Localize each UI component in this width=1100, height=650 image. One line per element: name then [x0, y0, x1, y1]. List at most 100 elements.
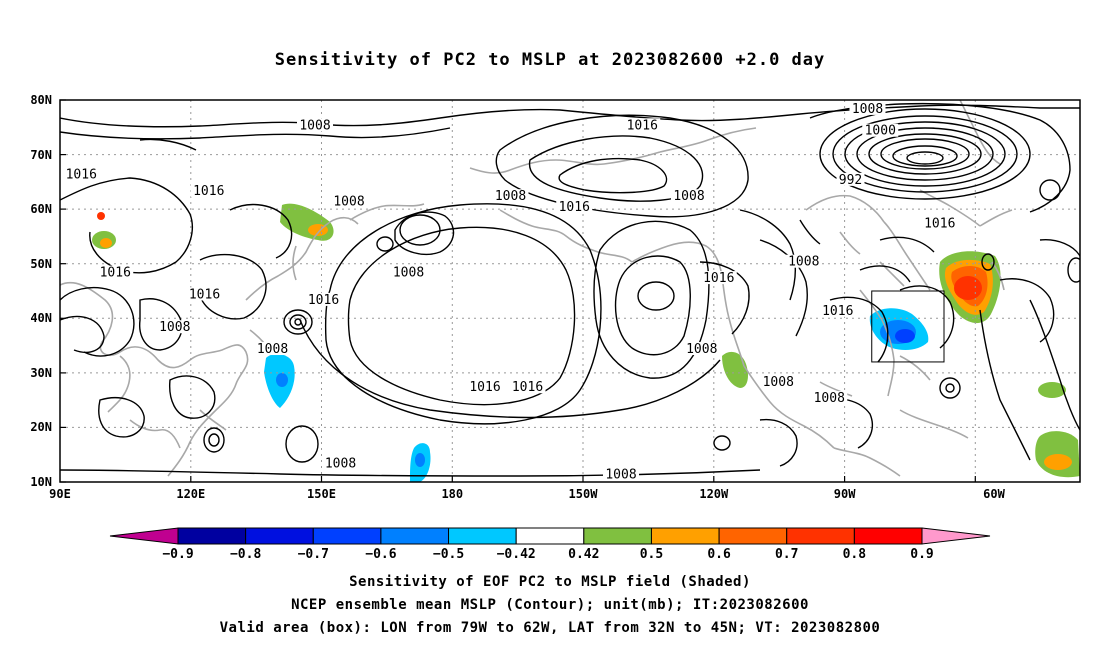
- colorbar-tick-label: −0.8: [230, 547, 261, 562]
- contour-label-bg: [811, 391, 848, 405]
- contour-label: 1016: [627, 118, 658, 133]
- contour-label-bg: [921, 216, 958, 230]
- colorbar-tick-label: 0.5: [640, 547, 663, 562]
- shaded-region-west-pacific-neg-core: [276, 373, 288, 387]
- contour-label: 1000: [865, 124, 896, 139]
- contour-label: 992: [839, 173, 862, 188]
- contour-label-bg: [156, 320, 193, 334]
- contour-label-bg: [254, 342, 291, 356]
- shaded-region-asia-west-core: [100, 238, 112, 248]
- contour-label: 1016: [559, 200, 590, 215]
- contour-label: 1008: [788, 255, 819, 270]
- colorbar-swatch: [583, 527, 652, 545]
- shaded-region-baja: [722, 351, 748, 388]
- contour-label: 1008: [495, 189, 526, 204]
- contour-label: 1016: [703, 271, 734, 286]
- contour-label: 1008: [814, 391, 845, 406]
- contour-label-bg: [305, 292, 342, 306]
- contour-label-bg: [186, 287, 223, 301]
- contour-label: 1016: [100, 266, 131, 281]
- contour-label-bg: [492, 189, 529, 203]
- colorbar-swatch: [515, 527, 585, 545]
- contour-label-bg: [509, 380, 546, 394]
- contour-label-bg: [467, 380, 503, 394]
- contour-label-bg: [760, 374, 797, 388]
- contour-label: 1016: [924, 217, 955, 232]
- contour-label: 1008: [605, 468, 636, 483]
- contour-label-bg: [390, 265, 427, 279]
- contour-label-bg: [63, 167, 100, 181]
- colorbar-tick-label: 0.42: [568, 547, 599, 562]
- colorbar-tick-label: 0.8: [843, 547, 867, 562]
- mslp-contours: [60, 102, 1080, 477]
- caption-line-2: NCEP ensemble mean MSLP (Contour); unit(…: [291, 597, 809, 613]
- contour-label-layer: 1008 1016 1008 1000 1016 1016 1008 1008 1016 1008…: [63, 101, 958, 483]
- contour-label-bg: [849, 101, 886, 115]
- shaded-spot: [97, 212, 105, 220]
- lat-tick-label: 30N: [30, 366, 52, 380]
- contour-label-bg: [819, 303, 856, 317]
- lon-tick-label: 120W: [699, 487, 729, 501]
- contour-label-bg: [785, 254, 822, 268]
- map-border: [59, 99, 1081, 483]
- caption-line-3: Valid area (box): LON from 79W to 62W, L…: [219, 620, 881, 636]
- contour-label-bg: [331, 194, 367, 208]
- lon-tick-label: 150W: [569, 487, 599, 501]
- colorbar-low-triangle: [109, 527, 179, 545]
- colorbar-swatch: [718, 527, 788, 545]
- contour-label-bg: [862, 123, 899, 137]
- shaded-region-central-pacific-neg-core: [415, 453, 425, 467]
- contour-label-bg: [624, 118, 661, 132]
- colorbar-tick-label: −0.7: [298, 547, 329, 562]
- lon-tick-label: 120E: [176, 487, 205, 501]
- lon-tick-label: 90E: [49, 487, 71, 501]
- longitude-axis: 90E 120E 150E 180 150W 120W 90W 60W: [49, 487, 1005, 501]
- colorbar-tick-label: −0.42: [497, 547, 536, 562]
- shaded-region-atlantic-small: [1038, 382, 1066, 398]
- contour-label: 1016: [512, 380, 543, 395]
- shaded-region-us-east-neg-core: [895, 329, 915, 343]
- colorbar-tick-label: −0.5: [433, 547, 464, 562]
- contour-label-bg: [297, 118, 333, 132]
- lat-tick-label: 20N: [30, 420, 52, 434]
- colorbar-tick-label: −0.9: [162, 547, 193, 562]
- colorbar-swatch: [786, 527, 855, 545]
- colorbar-swatch: [650, 527, 720, 545]
- contour-label: 1008: [325, 457, 356, 472]
- colorbar-swatch: [245, 527, 314, 545]
- tick-marks: [60, 99, 976, 483]
- colorbar-tick-label: 0.6: [707, 547, 731, 562]
- contour-label-bg: [603, 467, 639, 481]
- contour-label-bg: [97, 265, 134, 279]
- lat-tick-label: 50N: [30, 257, 52, 271]
- colorbar-swatch: [380, 527, 450, 545]
- colorbar-swatch: [448, 527, 517, 545]
- contour-label: 1016: [193, 184, 224, 199]
- contour-label: 1016: [822, 304, 853, 319]
- contour-label: 1008: [686, 342, 717, 357]
- colorbar-swatch: [177, 527, 247, 545]
- colorbar-high-triangle: [921, 527, 991, 545]
- contour-label-bg: [190, 183, 227, 197]
- contour-label: 1008: [852, 102, 883, 117]
- lat-tick-label: 80N: [30, 93, 52, 107]
- lat-tick-label: 70N: [30, 148, 52, 162]
- figure-title: Sensitivity of PC2 to MSLP at 2023082600…: [274, 50, 826, 70]
- contour-label-bg: [556, 200, 593, 214]
- colorbar-tick-label: 0.9: [910, 547, 933, 562]
- colorbar-tick-label: −0.6: [365, 547, 396, 562]
- caption-line-1: Sensitivity of EOF PC2 to MSLP field (Sh…: [349, 574, 751, 590]
- map-plot: 1008 1016 1008 1000 1016 1016 1008 1008 1016 1008…: [30, 93, 1081, 501]
- contour-label: 1008: [257, 342, 288, 357]
- lon-tick-label: 150E: [307, 487, 336, 501]
- contour-label-bg: [671, 189, 707, 203]
- lon-tick-label: 180: [441, 487, 463, 501]
- contour-label: 1008: [333, 195, 364, 210]
- contour-label: 1008: [393, 266, 424, 281]
- shaded-region-caribbean-east-core: [1044, 454, 1072, 470]
- latitude-axis: 80N 70N 60N 50N 40N 30N 20N 10N: [30, 93, 52, 489]
- colorbar-tick-label: 0.7: [775, 547, 798, 562]
- colorbar: −0.9 −0.8 −0.7 −0.6 −0.5 −0.42 0.42 0.5 0.6 0.7 0.…: [109, 527, 991, 562]
- contour-label: 1016: [469, 380, 500, 395]
